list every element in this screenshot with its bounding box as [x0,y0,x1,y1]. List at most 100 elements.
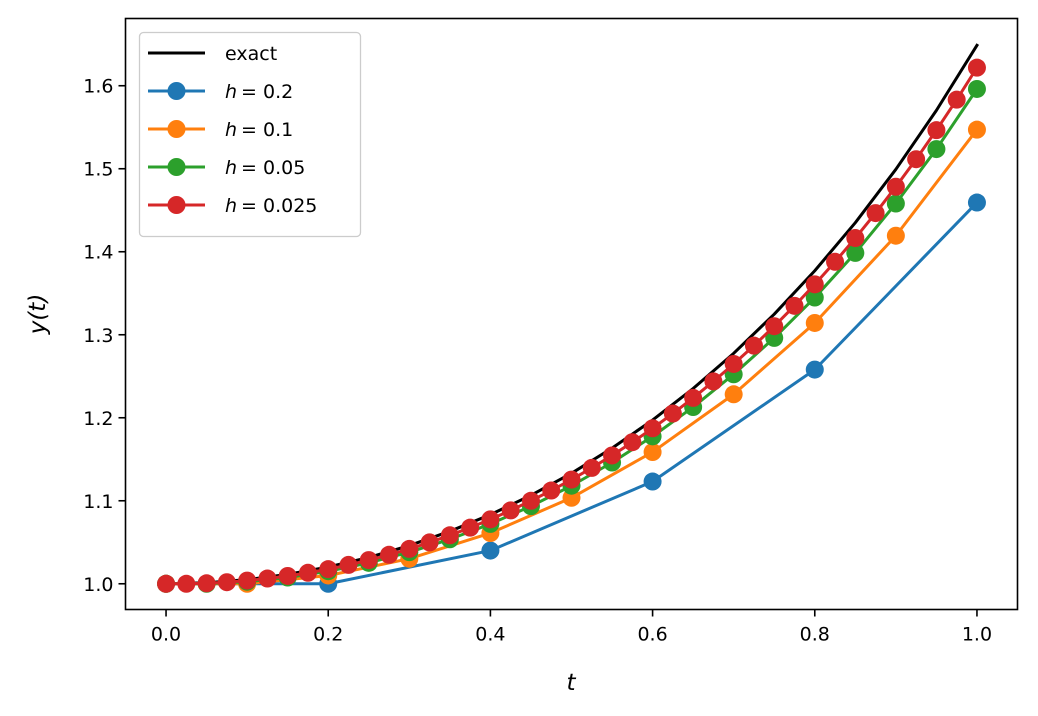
x-tick-label: 0.8 [800,624,830,646]
y-tick-label: 1.2 [83,408,113,430]
legend-label: h = 0.1 [225,119,293,141]
data-point [886,226,905,245]
series-h-0-025 [157,58,986,593]
y-tick-label: 1.6 [83,76,113,98]
legend-swatch-marker [167,120,186,138]
data-point [967,120,986,139]
data-point [886,177,905,196]
data-point [481,541,500,560]
x-tick-label: 0.0 [151,624,181,646]
data-point [967,58,986,77]
y-axis: 1.0 1.1 1.2 1.3 1.4 1.5 1.6 [83,76,126,596]
y-tick-label: 1.4 [83,242,113,264]
data-point [663,404,682,423]
data-point [481,510,500,529]
legend-item: h = 0.1 [148,119,293,141]
data-point [805,275,824,294]
data-point [704,372,723,391]
data-point [765,317,784,336]
legend-item: h = 0.2 [148,81,293,103]
data-point [947,90,966,109]
legend-label: exact [225,43,277,65]
data-point [339,555,358,574]
data-point [805,360,824,379]
x-axis-label: t [566,670,576,696]
data-point [380,545,399,564]
data-point [846,229,865,248]
data-point [724,385,743,404]
data-point [501,501,520,520]
data-point [805,288,824,307]
legend-label: h = 0.05 [225,157,305,179]
data-point [157,574,176,593]
data-point [521,491,540,510]
y-axis-label: y(t) [25,294,51,336]
y-tick-label: 1.3 [83,325,113,347]
legend-label-value: = 0.1 [241,119,293,141]
legend-item: exact [148,43,277,65]
plot-area [157,43,986,593]
legend-item: h = 0.025 [148,195,317,217]
x-tick-label: 0.4 [475,624,505,646]
data-point [643,443,662,462]
data-point [643,472,662,491]
data-point [846,243,865,262]
legend-swatch-marker [167,196,186,214]
data-point [805,313,824,332]
legend-label: h = 0.025 [225,195,317,217]
data-point [562,470,581,489]
x-tick-label: 0.2 [313,624,343,646]
data-point [258,569,277,588]
legend-label: h = 0.2 [225,81,293,103]
data-point [967,193,986,212]
legend-label-symbol: h [225,81,237,103]
data-point [927,121,946,140]
data-point [967,79,986,98]
data-point [744,336,763,355]
data-point [603,446,622,465]
legend-label-symbol: h [225,195,237,217]
data-point [907,150,926,169]
legend-swatch-marker [167,158,186,176]
data-point [298,563,317,582]
legend-frame [138,31,362,238]
data-point [684,388,703,407]
data-point [542,481,561,500]
legend-label-value: = 0.05 [241,157,305,179]
data-point [197,574,216,593]
data-point [623,433,642,452]
x-axis: 0.0 0.2 0.4 0.6 0.8 1.0 [151,609,992,646]
data-point [440,526,459,545]
data-point [826,252,845,271]
legend-label-value: = 0.2 [241,81,293,103]
data-point [359,551,378,570]
data-point [420,533,439,552]
data-point [886,194,905,213]
data-point [785,296,804,315]
data-point [319,560,338,579]
axes-frame [124,17,1019,611]
legend-label-symbol: h [225,157,237,179]
legend-swatch-marker [167,82,186,100]
x-tick-label: 1.0 [962,624,992,646]
x-tick-label: 0.6 [637,624,667,646]
data-point [238,571,257,590]
data-point [582,458,601,477]
legend-item: h = 0.05 [148,157,305,179]
y-tick-label: 1.1 [83,491,113,513]
data-point [724,354,743,373]
data-point [177,574,196,593]
data-point [866,204,885,223]
legend-label-symbol: h [225,119,237,141]
data-point [461,518,480,537]
series-line [164,200,980,586]
data-point [927,140,946,159]
legend-label-value: = 0.025 [241,195,317,217]
y-tick-label: 1.5 [83,159,113,181]
data-point [400,539,419,558]
data-point [278,566,297,585]
data-point [643,419,662,438]
y-tick-label: 1.0 [83,574,113,596]
